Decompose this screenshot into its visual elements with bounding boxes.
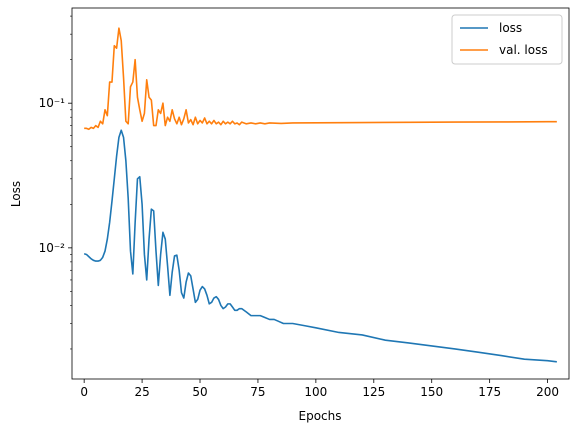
series-layer — [83, 27, 557, 363]
x-tick-label: 25 — [134, 385, 149, 399]
legend: loss val. loss — [451, 14, 563, 65]
x-tick-label: 75 — [250, 385, 265, 399]
series-line-val-loss — [84, 27, 557, 131]
x-tick-label: 0 — [80, 385, 88, 399]
legend-label-val-loss: val. loss — [499, 43, 548, 57]
plot-frame — [71, 7, 570, 380]
y-axis: 10⁻² 10⁻¹ — [39, 15, 72, 350]
series-line-loss — [83, 129, 557, 363]
x-axis: 0 25 50 75 100 125 150 175 200 — [80, 379, 559, 399]
x-tick-label: 50 — [192, 385, 207, 399]
x-tick-label: 125 — [362, 385, 385, 399]
x-axis-label: Epochs — [299, 409, 342, 423]
y-axis-label: Loss — [9, 181, 23, 207]
x-tick-label: 150 — [420, 385, 443, 399]
legend-label-loss: loss — [499, 21, 522, 35]
x-tick-label: 100 — [304, 385, 327, 399]
plot-area — [71, 7, 570, 380]
x-tick-label: 200 — [536, 385, 559, 399]
x-tick-label: 175 — [478, 385, 501, 399]
y-tick-label: 10⁻² — [39, 241, 66, 255]
y-tick-label: 10⁻¹ — [39, 96, 66, 110]
